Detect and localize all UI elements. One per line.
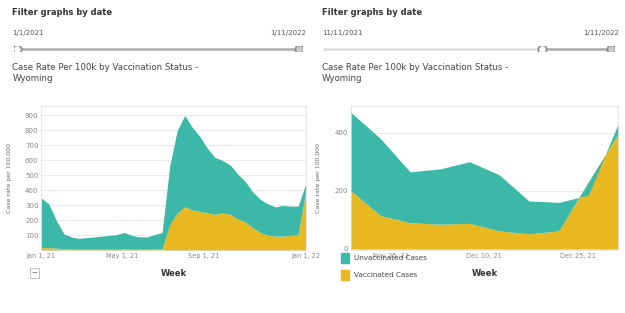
- Text: Vaccinated Cases: Vaccinated Cases: [354, 272, 417, 279]
- Text: Case Rate Per 100k by Vaccination Status -
Wyoming: Case Rate Per 100k by Vaccination Status…: [322, 63, 508, 83]
- Text: 1/1/2021: 1/1/2021: [12, 30, 44, 36]
- Text: Filter graphs by date: Filter graphs by date: [12, 8, 112, 17]
- Text: Week: Week: [471, 269, 498, 278]
- Text: −: −: [31, 270, 38, 276]
- Text: 11/11/2021: 11/11/2021: [322, 30, 362, 36]
- Text: Case rate per 100,000: Case rate per 100,000: [316, 143, 321, 213]
- Text: Week: Week: [161, 269, 186, 278]
- Text: 1/11/2022: 1/11/2022: [583, 30, 619, 36]
- Text: Filter graphs by date: Filter graphs by date: [322, 8, 422, 17]
- Text: Case rate per 100,000: Case rate per 100,000: [7, 143, 12, 213]
- Text: 1/11/2022: 1/11/2022: [271, 30, 306, 36]
- Text: Case Rate Per 100k by Vaccination Status -
Wyoming: Case Rate Per 100k by Vaccination Status…: [12, 63, 199, 83]
- Text: Unvaccinated Cases: Unvaccinated Cases: [354, 255, 427, 261]
